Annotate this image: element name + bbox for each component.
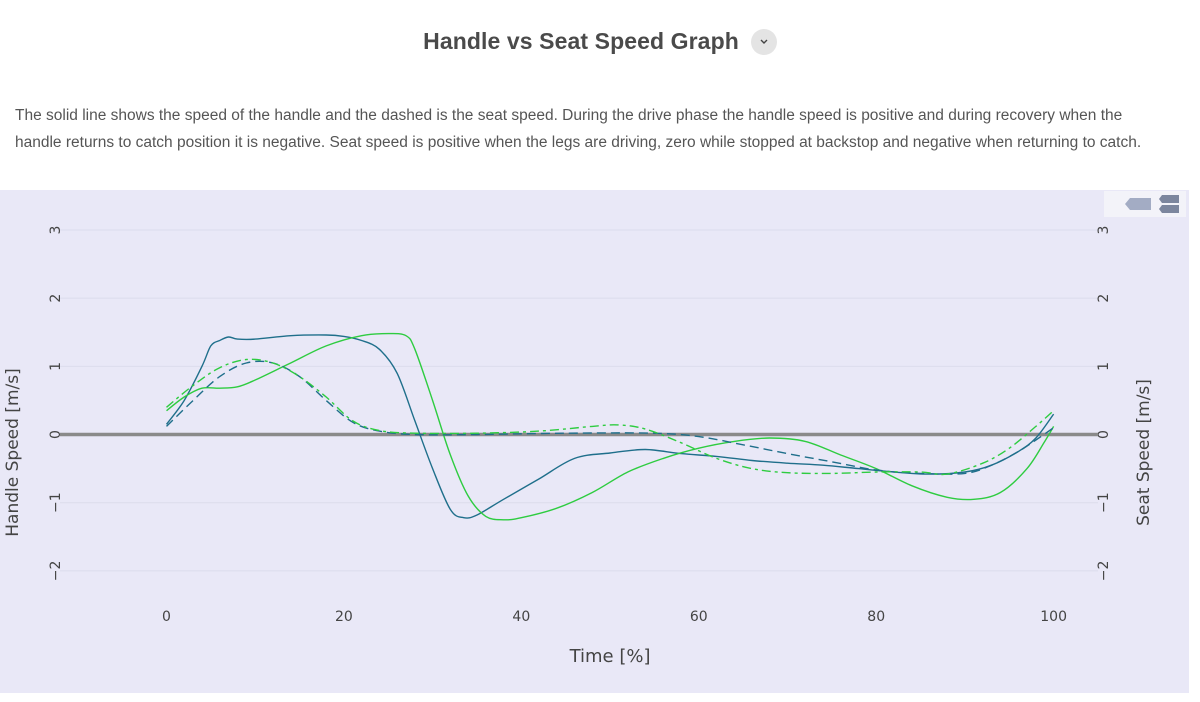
y2-tick-label: 1 — [1096, 362, 1112, 371]
graph-header: Handle vs Seat Speed Graph — [0, 28, 1200, 55]
y-tick-label: −1 — [48, 492, 64, 513]
hover-closest-icon — [1125, 198, 1151, 210]
series-line-2 — [166, 332, 1055, 521]
series-line-3 — [166, 360, 1055, 475]
series-line-1 — [165, 334, 1055, 519]
speed-chart[interactable]: −2 −2 −1 −1 0 0 1 1 2 2 3 3 0 20 40 60 80 100 Time [%] Hand… — [0, 190, 1189, 693]
y2-tick-label: −2 — [1096, 561, 1112, 582]
y2-tick-label: 0 — [1096, 430, 1112, 439]
x-tick-label: 20 — [335, 609, 353, 625]
x-tick-label: 0 — [162, 609, 171, 625]
chevron-down-icon — [760, 39, 768, 44]
plot-background — [0, 190, 1189, 693]
y-tick-label: 0 — [48, 430, 64, 439]
y-tick-label: −2 — [48, 561, 64, 582]
y2-tick-label: 3 — [1096, 226, 1112, 235]
y2-tick-label: 2 — [1096, 294, 1112, 303]
y-tick-label: 3 — [48, 226, 64, 235]
hover-closest-button[interactable] — [1124, 196, 1152, 212]
collapse-button[interactable] — [750, 28, 777, 55]
y-tick-label: 1 — [48, 362, 64, 371]
y2-tick-label: −1 — [1096, 492, 1112, 513]
x-tick-label: 100 — [1040, 609, 1067, 625]
graph-description: The solid line shows the speed of the ha… — [15, 107, 1142, 151]
x-tick-label: 40 — [512, 609, 530, 625]
y-tick-label: 2 — [48, 294, 64, 303]
chart-modebar — [1104, 191, 1186, 217]
x-axis-title: Time [%] — [569, 646, 651, 667]
x-tick-label: 60 — [690, 609, 708, 625]
x-tick-label: 80 — [867, 609, 885, 625]
y-axis-title: Handle Speed [m/s] — [3, 368, 23, 536]
y2-axis-title: Seat Speed [m/s] — [1134, 379, 1154, 526]
hover-compare-button[interactable] — [1158, 194, 1180, 214]
hover-compare-icon — [1159, 195, 1179, 213]
page-title: Handle vs Seat Speed Graph — [423, 28, 739, 54]
